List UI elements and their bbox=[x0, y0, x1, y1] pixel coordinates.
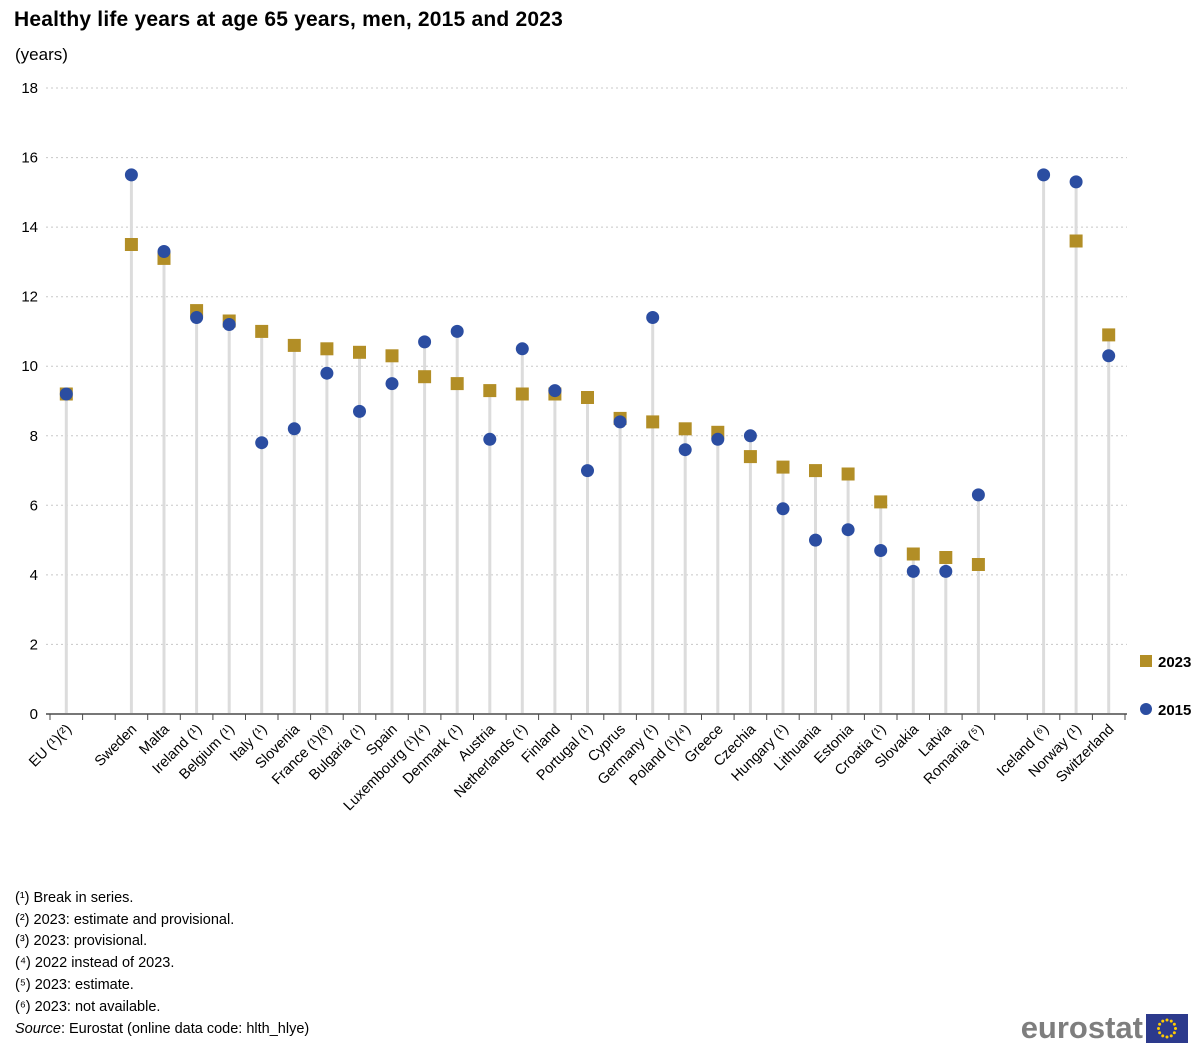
data-point-2023 bbox=[320, 342, 334, 356]
data-point-2015 bbox=[809, 533, 822, 547]
data-point-2023 bbox=[809, 464, 822, 478]
series-2015-markers bbox=[59, 168, 1116, 578]
footnote-line: (¹) Break in series. bbox=[15, 890, 134, 906]
data-point-2023 bbox=[1069, 234, 1083, 248]
data-point-2015 bbox=[515, 342, 529, 356]
data-point-2023 bbox=[287, 338, 301, 352]
data-point-2023 bbox=[646, 415, 660, 429]
data-point-2015 bbox=[222, 318, 236, 331]
data-point-2015 bbox=[255, 436, 269, 450]
y-tick-label: 2 bbox=[30, 636, 38, 653]
y-tick-label: 6 bbox=[30, 497, 38, 514]
y-tick-label: 14 bbox=[21, 219, 38, 236]
footnote-line: (⁴) 2022 instead of 2023. bbox=[15, 955, 175, 972]
data-point-2015 bbox=[385, 377, 399, 391]
y-tick-label: 0 bbox=[30, 706, 38, 723]
data-point-2023 bbox=[385, 349, 399, 363]
data-point-2015 bbox=[548, 384, 562, 398]
data-point-2015 bbox=[613, 415, 627, 429]
data-point-2015 bbox=[581, 464, 594, 478]
data-point-2015 bbox=[971, 488, 985, 502]
data-point-2015 bbox=[743, 429, 757, 443]
x-axis-label: EU (¹)(²) bbox=[26, 722, 75, 771]
y-tick-label: 10 bbox=[21, 358, 38, 375]
data-point-2023 bbox=[124, 238, 138, 251]
data-point-2015 bbox=[906, 564, 920, 578]
y-tick-label: 4 bbox=[30, 567, 38, 584]
y-tick-label: 16 bbox=[21, 150, 38, 167]
eurostat-logo-text: eurostat bbox=[1020, 1010, 1143, 1045]
y-tick-label: 8 bbox=[30, 428, 38, 445]
data-point-2015 bbox=[190, 311, 204, 324]
legend-2015-marker bbox=[1140, 703, 1152, 715]
data-point-2015 bbox=[874, 544, 888, 557]
data-point-2015 bbox=[1102, 349, 1116, 363]
data-point-2015 bbox=[124, 168, 138, 182]
gridlines bbox=[46, 87, 1127, 645]
data-point-2015 bbox=[418, 335, 432, 349]
point-stems bbox=[64, 174, 1111, 713]
data-point-2015 bbox=[450, 324, 464, 338]
legend-2023-label: 2023 bbox=[1158, 654, 1191, 671]
page-title: Healthy life years at age 65 years, men,… bbox=[14, 8, 563, 31]
data-point-2015 bbox=[1037, 168, 1051, 182]
footnotes: (¹) Break in series. (²) 2023: estimate a… bbox=[15, 888, 234, 1018]
data-point-2015 bbox=[1069, 175, 1083, 189]
x-axis bbox=[46, 713, 1127, 720]
footnote-line: (²) 2023: estimate and provisional. bbox=[15, 911, 235, 928]
data-point-2023 bbox=[450, 377, 464, 391]
data-point-2023 bbox=[874, 495, 888, 509]
footnote-line: (⁶) 2023: not available. bbox=[15, 998, 161, 1015]
data-point-2015 bbox=[483, 432, 497, 446]
data-point-2015 bbox=[678, 443, 692, 457]
chart-unit-label: (years) bbox=[15, 45, 68, 64]
y-tick-label: 18 bbox=[21, 80, 38, 97]
eu-flag-icon bbox=[1146, 1013, 1188, 1043]
data-point-2015 bbox=[646, 311, 660, 324]
data-point-2015 bbox=[320, 366, 334, 380]
data-point-2015 bbox=[287, 422, 301, 436]
legend-2015-label: 2015 bbox=[1158, 702, 1191, 719]
data-point-2023 bbox=[906, 547, 920, 561]
data-point-2023 bbox=[418, 370, 432, 384]
data-point-2015 bbox=[711, 432, 725, 446]
data-point-2015 bbox=[939, 564, 953, 578]
source-label: Source bbox=[15, 1021, 61, 1037]
data-point-2023 bbox=[353, 345, 366, 359]
data-point-2023 bbox=[939, 551, 953, 564]
data-point-2023 bbox=[483, 384, 497, 398]
data-point-2023 bbox=[515, 387, 529, 401]
x-axis-label: Sweden bbox=[92, 722, 140, 770]
data-point-2023 bbox=[255, 324, 269, 338]
data-point-2023 bbox=[971, 558, 985, 571]
data-point-2023 bbox=[743, 450, 757, 464]
eurostat-logo: eurostat bbox=[1020, 1010, 1188, 1045]
source-line: Source: Eurostat (online data code: hlth… bbox=[15, 1021, 309, 1037]
data-point-2023 bbox=[841, 467, 855, 481]
data-point-2015 bbox=[841, 523, 855, 537]
footnote-line: (³) 2023: provisional. bbox=[15, 933, 148, 950]
data-point-2023 bbox=[581, 391, 594, 404]
y-axis-labels: 0 2 4 6 8 10 12 14 16 18 bbox=[21, 80, 38, 723]
data-point-2023 bbox=[1102, 328, 1116, 342]
data-point-2015 bbox=[157, 245, 171, 258]
data-point-2023 bbox=[678, 422, 692, 436]
data-point-2015 bbox=[353, 404, 366, 418]
y-tick-label: 12 bbox=[21, 289, 38, 306]
data-point-2023 bbox=[776, 460, 790, 474]
source-text: : Eurostat (online data code: hlth_hlye) bbox=[60, 1021, 310, 1037]
data-point-2015 bbox=[776, 502, 790, 516]
legend-2023-marker bbox=[1140, 655, 1152, 667]
data-point-2015 bbox=[59, 387, 73, 401]
legend: 2023 2015 bbox=[1140, 654, 1191, 719]
footnote-line: (⁵) 2023: estimate. bbox=[15, 976, 134, 993]
